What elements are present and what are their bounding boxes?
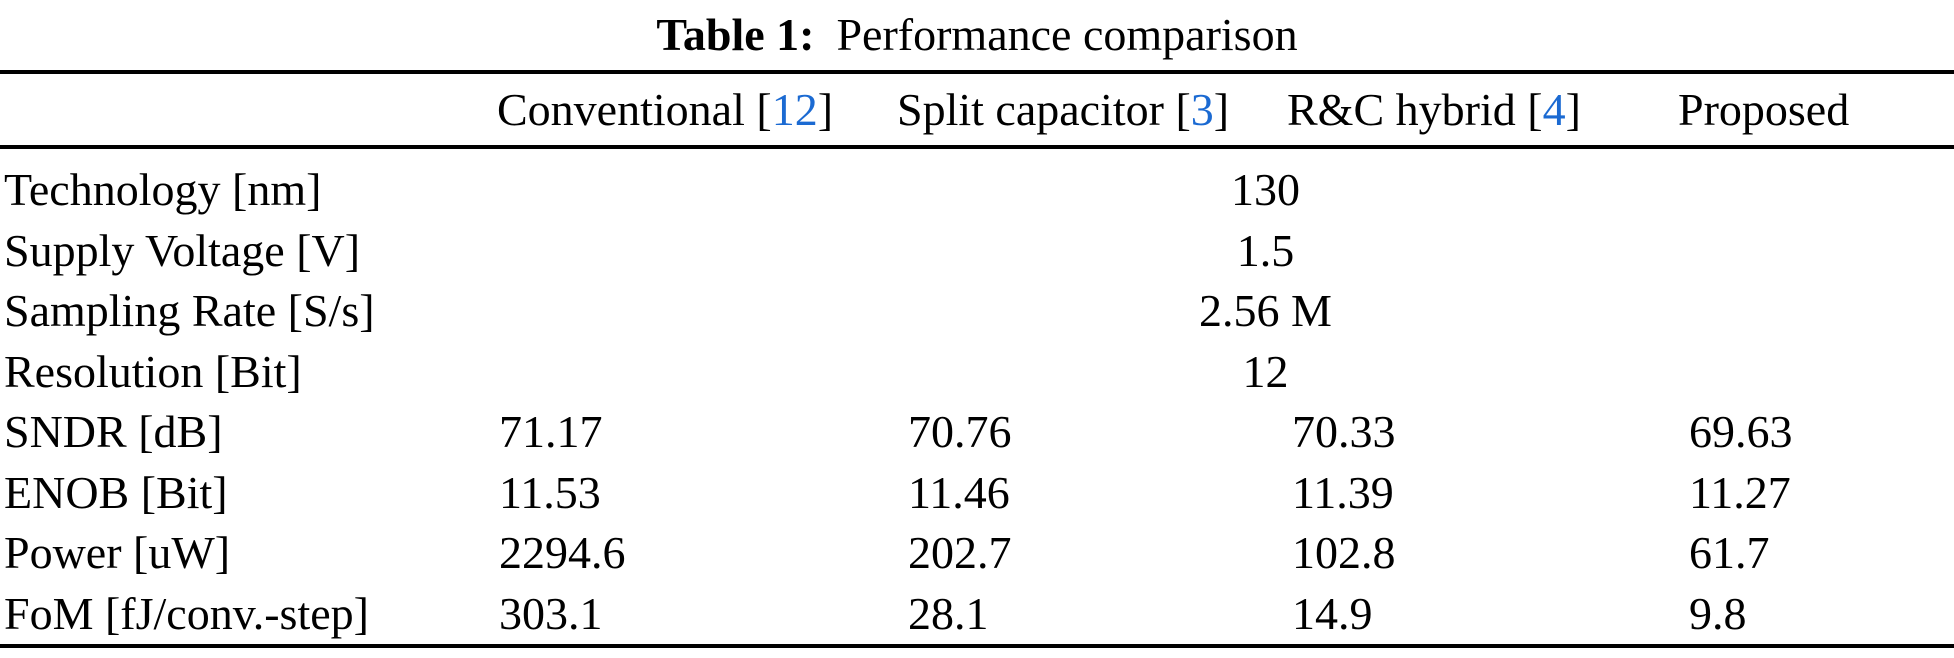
merged-value: 130	[1231, 164, 1300, 216]
value-cell: 70.76	[908, 406, 1012, 458]
header-row: Conventional [12] Split capacitor [3] R&…	[0, 74, 1954, 145]
table-row-resolution: Resolution [Bit] 12	[0, 342, 1954, 403]
value-cell: 11.39	[1292, 466, 1394, 518]
value-cell: 9.8	[1689, 587, 1747, 639]
citation-link[interactable]: 4	[1542, 83, 1566, 135]
table-row-sampling-rate: Sampling Rate [S/s] 2.56 M	[0, 281, 1954, 342]
value-cell: 2294.6	[499, 527, 626, 579]
top-rule	[0, 70, 1954, 74]
merged-value: 12	[1242, 345, 1289, 397]
table-row-technology: Technology [nm] 130	[0, 160, 1954, 221]
table-row-sndr: SNDR [dB] 71.17 70.76 70.33 69.63	[0, 402, 1954, 463]
row-label: Resolution [Bit]	[4, 345, 302, 397]
table-caption: Table 1: Performance comparison	[0, 0, 1954, 70]
column-header-rc-hybrid: R&C hybrid [4]	[1287, 83, 1678, 135]
value-cell: 69.63	[1689, 406, 1793, 458]
value-cell: 70.33	[1292, 406, 1396, 458]
header-text: ]	[817, 83, 834, 135]
table-row-fom: FoM [fJ/conv.-step] 303.1 28.1 14.9 9.8	[0, 584, 1954, 645]
header-text: R&C hybrid [	[1287, 83, 1543, 135]
table-body: Technology [nm] 130 Supply Voltage [V] 1…	[0, 149, 1954, 644]
value-cell: 61.7	[1689, 527, 1770, 579]
row-label: ENOB [Bit]	[4, 466, 228, 518]
value-cell: 71.17	[499, 406, 603, 458]
header-text: Split capacitor [	[897, 83, 1191, 135]
value-cell: 11.46	[908, 466, 1010, 518]
column-header-split-capacitor: Split capacitor [3]	[897, 83, 1287, 135]
header-text: ]	[1565, 83, 1581, 135]
caption-label: Table 1:	[656, 9, 815, 60]
row-label: Power [uW]	[4, 527, 231, 579]
citation-link[interactable]: 12	[771, 83, 818, 135]
header-text: ]	[1213, 83, 1230, 135]
caption-title: Performance comparison	[836, 9, 1298, 60]
row-label: Supply Voltage [V]	[4, 224, 361, 276]
merged-value: 2.56 M	[1199, 285, 1332, 337]
value-cell: 11.27	[1689, 466, 1791, 518]
row-label: Technology [nm]	[4, 164, 322, 216]
citation-link[interactable]: 3	[1190, 83, 1214, 135]
column-header-conventional: Conventional [12]	[497, 83, 897, 135]
column-header-proposed: Proposed	[1678, 83, 1954, 135]
value-cell: 11.53	[499, 466, 601, 518]
value-cell: 303.1	[499, 587, 603, 639]
value-cell: 102.8	[1292, 527, 1396, 579]
value-cell: 14.9	[1292, 587, 1373, 639]
value-cell: 28.1	[908, 587, 989, 639]
row-label: Sampling Rate [S/s]	[4, 285, 375, 337]
table-row-power: Power [uW] 2294.6 202.7 102.8 61.7	[0, 523, 1954, 584]
value-cell: 202.7	[908, 527, 1012, 579]
header-text: Proposed	[1678, 83, 1850, 135]
merged-value: 1.5	[1236, 224, 1295, 276]
row-label: FoM [fJ/conv.-step]	[4, 587, 369, 639]
table-row-supply-voltage: Supply Voltage [V] 1.5	[0, 221, 1954, 282]
row-label: SNDR [dB]	[4, 406, 223, 458]
table-row-enob: ENOB [Bit] 11.53 11.46 11.39 11.27	[0, 463, 1954, 524]
header-text: Conventional [	[497, 83, 772, 135]
bottom-rule	[0, 644, 1954, 648]
mid-rule	[0, 145, 1954, 149]
